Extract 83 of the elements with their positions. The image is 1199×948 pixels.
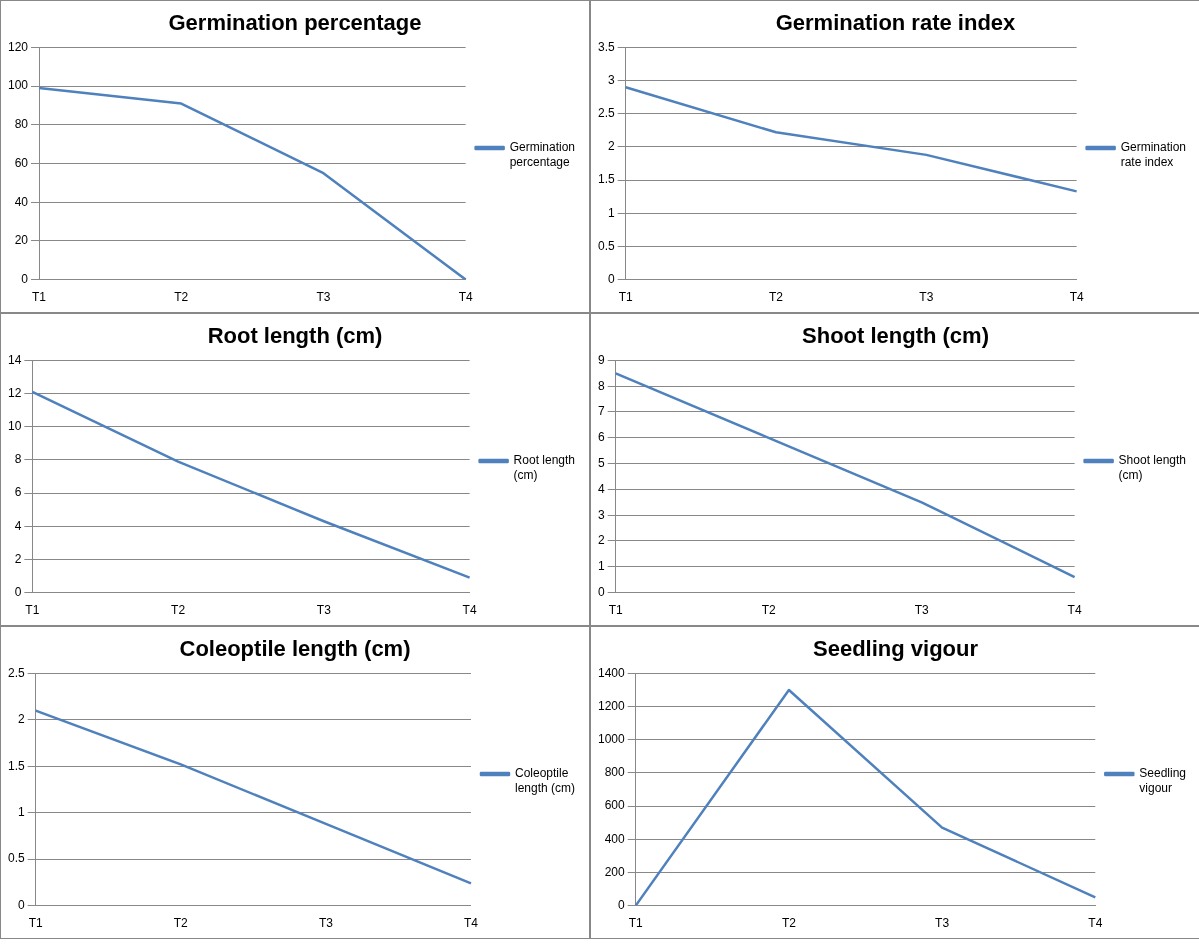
y-tick-label: 1.5 [7,758,25,773]
x-tick-label: T2 [768,290,784,305]
y-tick-label: 2 [14,551,22,566]
x-tick-label: T2 [171,603,186,618]
y-tick-label: 600 [604,798,626,813]
x-tick-label: T1 [25,603,40,618]
y-tick-label: 6 [597,430,605,445]
chart-title: Seedling vigour [812,636,979,662]
chart-title: Root length (cm) [207,323,383,349]
y-tick-label: 8 [14,452,22,467]
y-tick-label: 80 [14,117,29,132]
x-tick-label: T3 [316,603,332,618]
y-tick-label: 1400 [597,665,626,680]
x-tick-label: T3 [316,290,331,305]
x-tick-label: T3 [919,290,934,305]
y-tick-label: 40 [14,194,29,209]
x-tick-label: T4 [463,916,479,931]
chart-title: Germination rate index [775,10,1017,36]
x-tick-label: T2 [781,916,797,931]
y-tick-label: 0 [17,897,25,912]
y-tick-label: 4 [14,518,22,533]
y-tick-label: 1200 [597,698,626,713]
y-tick-label: 1 [17,805,25,820]
y-tick-label: 0.5 [7,851,25,866]
y-tick-label: 2 [17,712,25,727]
x-tick-label: T3 [935,916,950,931]
y-tick-label: 800 [604,765,626,780]
y-tick-label: 2 [597,533,605,548]
y-tick-label: 120 [7,39,29,54]
y-tick-label: 20 [14,233,29,248]
x-tick-label: T2 [173,916,189,931]
legend-label: Coleoptile length (cm) [514,766,576,795]
x-tick-label: T4 [1069,290,1084,305]
legend-label: Root length (cm) [513,453,576,482]
y-tick-label: 200 [604,864,626,879]
y-tick-label: 0 [597,584,605,599]
x-tick-label: T1 [28,916,43,931]
y-tick-label: 6 [14,485,22,500]
y-tick-label: 3 [597,507,605,522]
x-tick-label: T4 [462,603,477,618]
y-tick-label: 2 [607,139,615,154]
y-tick-label: 1000 [597,732,626,747]
y-tick-label: 3.5 [597,39,615,54]
x-tick-label: T1 [608,603,623,618]
y-tick-label: 1 [607,205,615,220]
y-tick-label: 100 [7,78,29,93]
y-tick-label: 12 [7,385,22,400]
y-tick-label: 0 [21,271,29,286]
legend-label: Seedling vigour [1139,766,1187,795]
x-tick-label: T4 [458,290,473,305]
y-tick-label: 2.5 [597,106,615,121]
legend-label: Germination percentage [509,140,576,169]
x-tick-label: T1 [32,290,47,305]
y-tick-label: 8 [597,378,605,393]
x-tick-label: T2 [761,603,776,618]
chart-title: Shoot length (cm) [802,323,989,349]
y-tick-label: 0 [618,897,626,912]
legend-label: Germination rate index [1120,140,1187,169]
x-tick-label: T4 [1067,603,1082,618]
chart-title: Germination percentage [168,10,422,36]
y-tick-label: 1 [597,559,605,574]
x-tick-label: T1 [628,916,644,931]
x-tick-label: T2 [174,290,189,305]
y-tick-label: 9 [597,352,605,367]
y-tick-label: 4 [597,481,605,496]
y-tick-label: 5 [597,455,605,470]
y-tick-label: 7 [597,404,605,419]
x-tick-label: T4 [1088,916,1103,931]
y-tick-label: 3 [607,72,615,87]
x-tick-label: T3 [914,603,929,618]
y-tick-label: 0 [14,584,22,599]
y-tick-label: 14 [7,352,22,367]
y-tick-label: 10 [7,419,22,434]
y-tick-label: 2.5 [7,665,25,680]
y-tick-label: 0.5 [597,238,615,253]
x-tick-label: T3 [318,916,334,931]
legend-label: Shoot length (cm) [1118,453,1186,482]
chart-title: Coleoptile length (cm) [179,636,411,662]
x-tick-label: T1 [618,290,633,305]
y-tick-label: 1.5 [597,172,615,187]
y-tick-label: 60 [14,155,29,170]
y-tick-label: 0 [607,271,615,286]
y-tick-label: 400 [604,831,626,846]
